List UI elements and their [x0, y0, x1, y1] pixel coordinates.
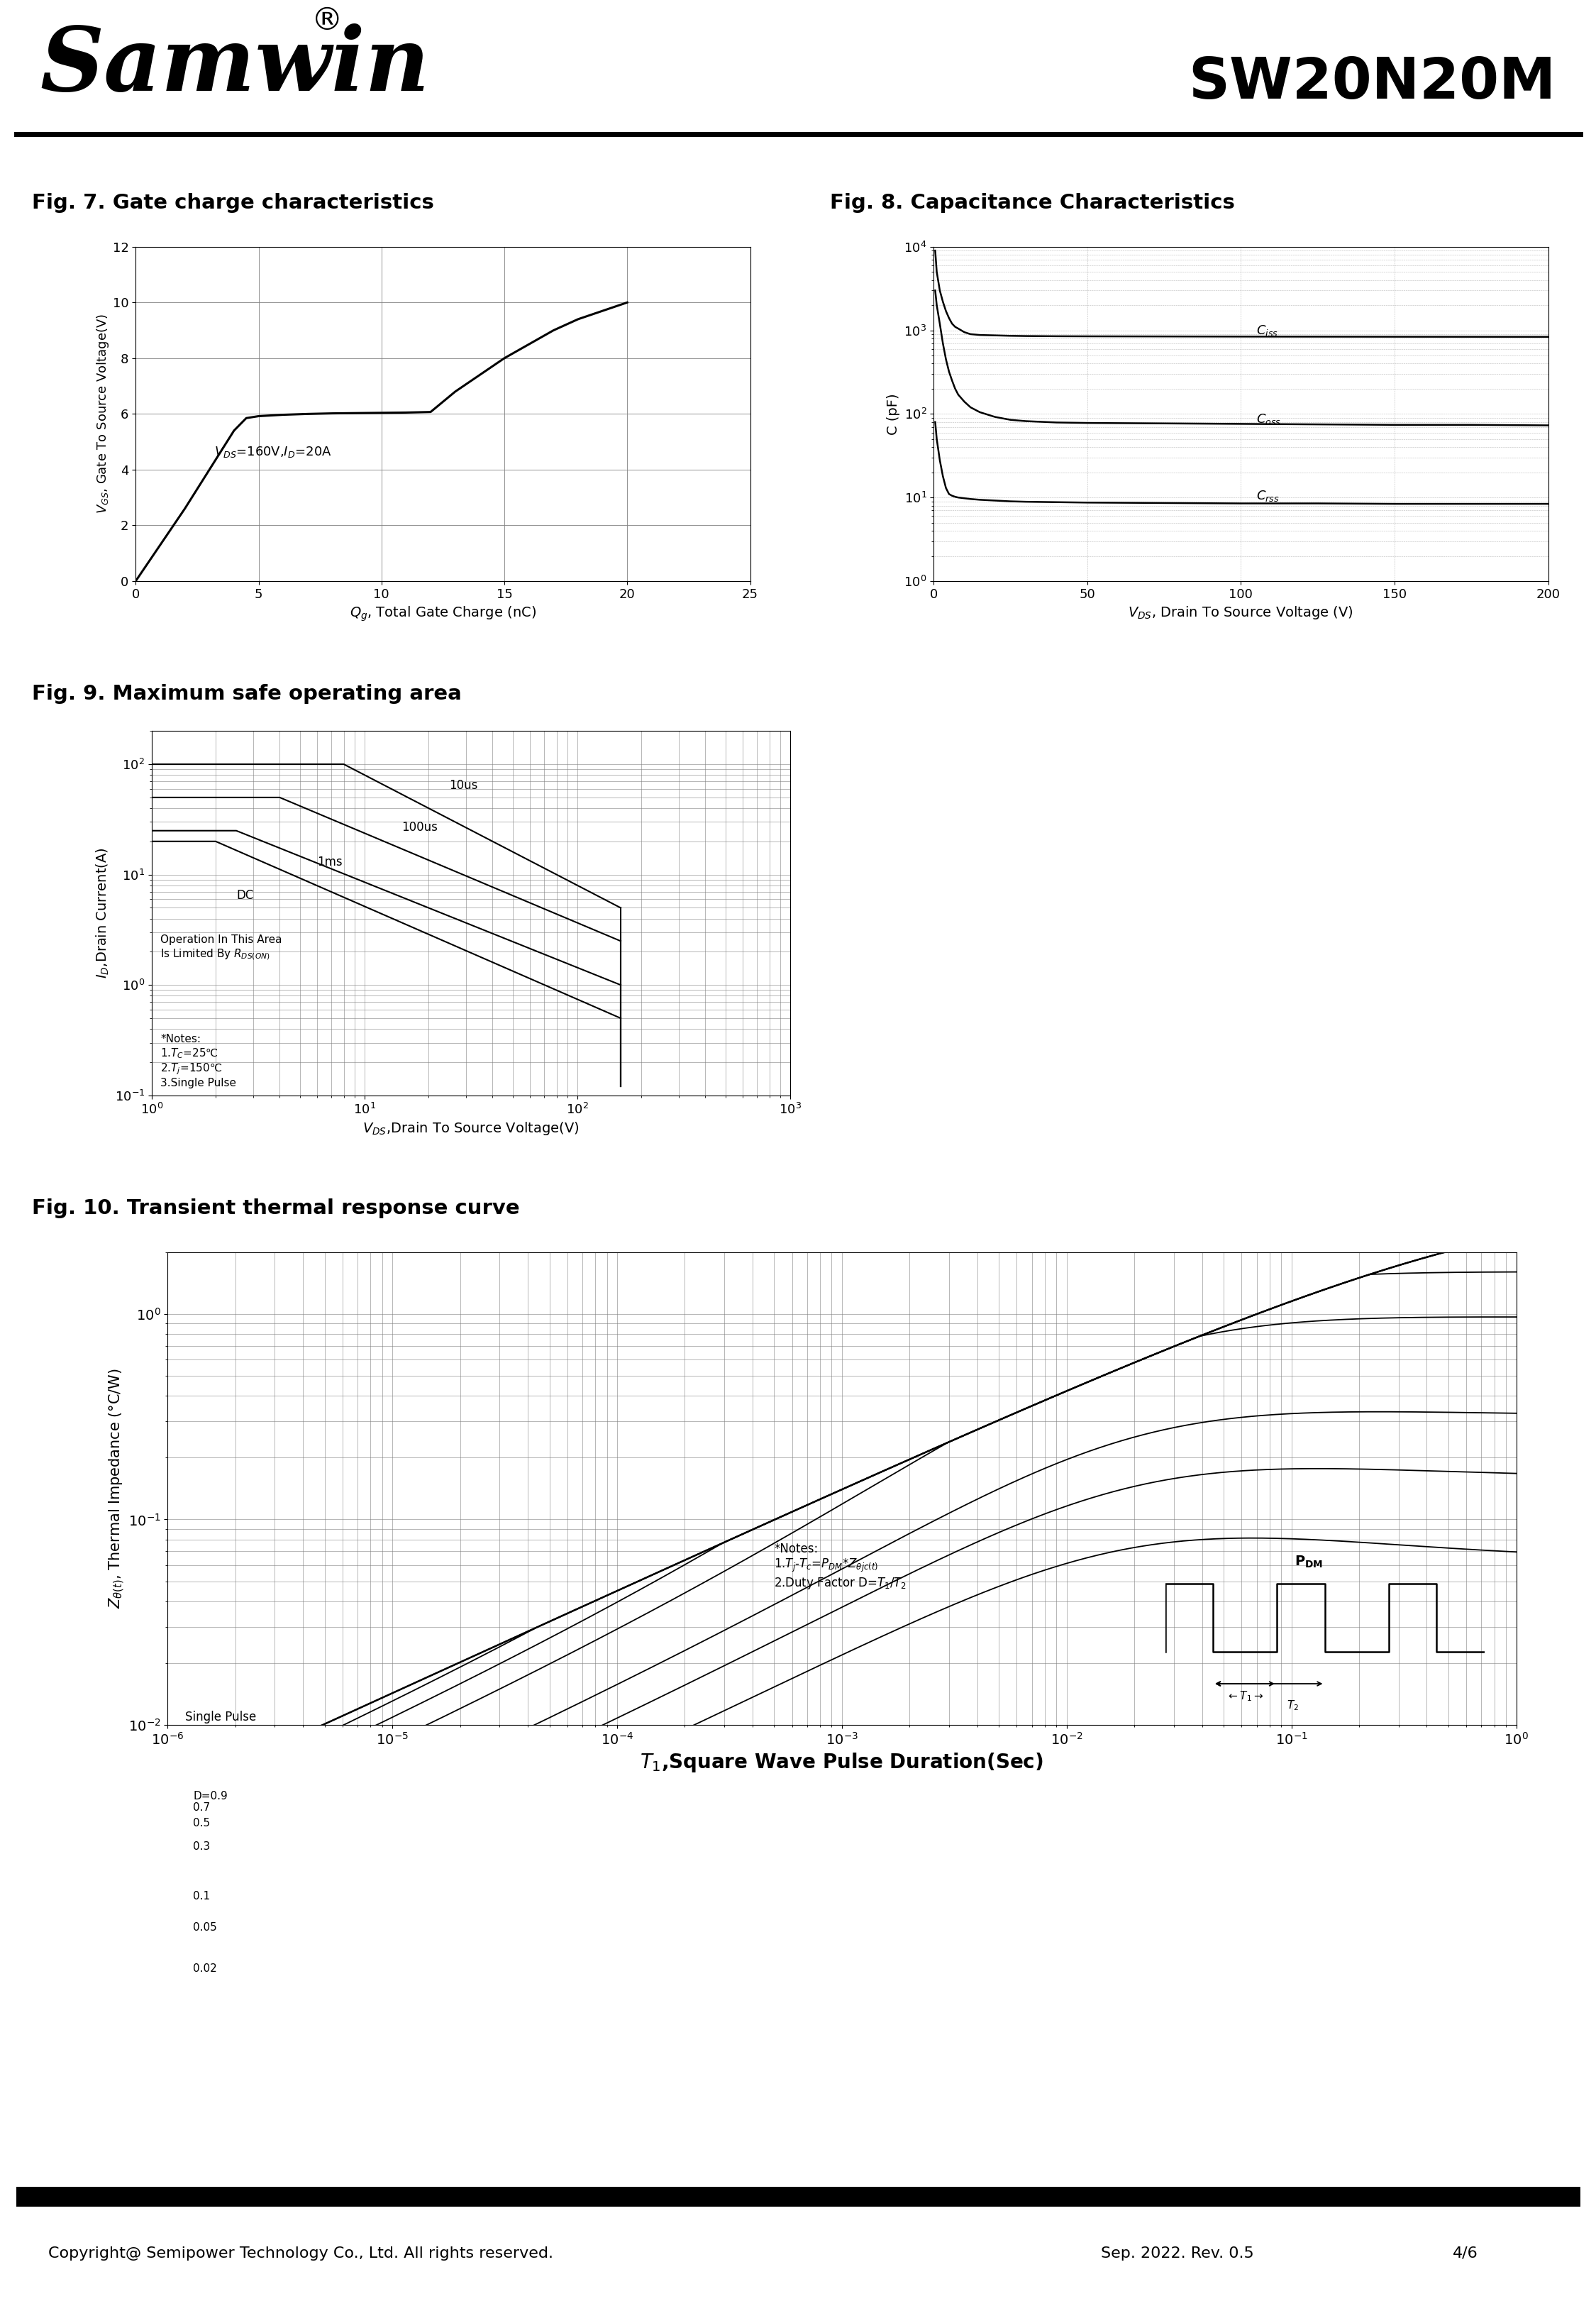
Text: 0.02: 0.02: [193, 1962, 217, 1974]
Text: Single Pulse: Single Pulse: [185, 1711, 257, 1723]
Text: Sep. 2022. Rev. 0.5: Sep. 2022. Rev. 0.5: [1101, 2246, 1254, 2260]
Y-axis label: $I_D$,Drain Current(A): $I_D$,Drain Current(A): [94, 849, 110, 978]
Text: $\mathbf{P_{DM}}$: $\mathbf{P_{DM}}$: [1294, 1554, 1323, 1568]
Text: $V_{DS}$=160V,$I_D$=20A: $V_{DS}$=160V,$I_D$=20A: [214, 445, 332, 459]
Text: 0.3: 0.3: [193, 1840, 211, 1852]
Text: 4/6: 4/6: [1452, 2246, 1478, 2260]
X-axis label: $Q_g$, Total Gate Charge (nC): $Q_g$, Total Gate Charge (nC): [350, 604, 536, 623]
Text: Fig. 9. Maximum safe operating area: Fig. 9. Maximum safe operating area: [32, 685, 461, 703]
Text: Operation In This Area
Is Limited By $R_{DS(ON)}$: Operation In This Area Is Limited By $R_…: [161, 934, 282, 962]
X-axis label: $V_{DS}$, Drain To Source Voltage (V): $V_{DS}$, Drain To Source Voltage (V): [1128, 604, 1353, 620]
Text: 1ms: 1ms: [318, 856, 343, 869]
Text: *Notes:
1.$T_j$-$T_c$=$P_{DM}$*$Z_{\theta jc(t)}$
2.Duty Factor D=$T_1$/$T_2$: *Notes: 1.$T_j$-$T_c$=$P_{DM}$*$Z_{\thet…: [774, 1543, 907, 1591]
Text: Fig. 8. Capacitance Characteristics: Fig. 8. Capacitance Characteristics: [830, 194, 1235, 212]
Text: $C_{iss}$: $C_{iss}$: [1256, 323, 1278, 337]
Y-axis label: C (pF): C (pF): [886, 392, 900, 436]
Text: 0.7: 0.7: [193, 1803, 211, 1813]
X-axis label: $V_{DS}$,Drain To Source Voltage(V): $V_{DS}$,Drain To Source Voltage(V): [362, 1121, 579, 1137]
Text: ®: ®: [311, 5, 343, 37]
X-axis label: $T_1$,Square Wave Pulse Duration(Sec): $T_1$,Square Wave Pulse Duration(Sec): [640, 1750, 1044, 1773]
Text: Fig. 10. Transient thermal response curve: Fig. 10. Transient thermal response curv…: [32, 1199, 520, 1218]
Text: 0.05: 0.05: [193, 1923, 217, 1932]
Text: D=0.9: D=0.9: [193, 1792, 228, 1801]
Text: SW20N20M: SW20N20M: [1189, 55, 1556, 111]
Text: $T_2$: $T_2$: [1286, 1700, 1299, 1711]
Text: $C_{oss}$: $C_{oss}$: [1256, 413, 1282, 427]
Text: 100us: 100us: [402, 821, 437, 832]
Text: $C_{rss}$: $C_{rss}$: [1256, 489, 1280, 503]
Y-axis label: $V_{GS}$, Gate To Source Voltage(V): $V_{GS}$, Gate To Source Voltage(V): [96, 314, 110, 514]
Text: Samwin: Samwin: [40, 23, 429, 108]
Y-axis label: $Z_{\theta(t)}$, Thermal Impedance ($\degree$C/W): $Z_{\theta(t)}$, Thermal Impedance ($\de…: [107, 1367, 126, 1610]
Text: Copyright@ Semipower Technology Co., Ltd. All rights reserved.: Copyright@ Semipower Technology Co., Ltd…: [48, 2246, 552, 2260]
Text: Fig. 7. Gate charge characteristics: Fig. 7. Gate charge characteristics: [32, 194, 434, 212]
Text: 0.1: 0.1: [193, 1891, 211, 1902]
Text: DC: DC: [236, 890, 254, 902]
Text: *Notes:
1.$T_C$=25℃
2.$T_j$=150℃
3.Single Pulse: *Notes: 1.$T_C$=25℃ 2.$T_j$=150℃ 3.Singl…: [161, 1033, 236, 1088]
Text: 0.5: 0.5: [193, 1817, 211, 1829]
Text: $\leftarrow T_1 \rightarrow$: $\leftarrow T_1 \rightarrow$: [1226, 1690, 1264, 1704]
Bar: [16, 2186, 1580, 2207]
Text: 10us: 10us: [448, 779, 477, 791]
